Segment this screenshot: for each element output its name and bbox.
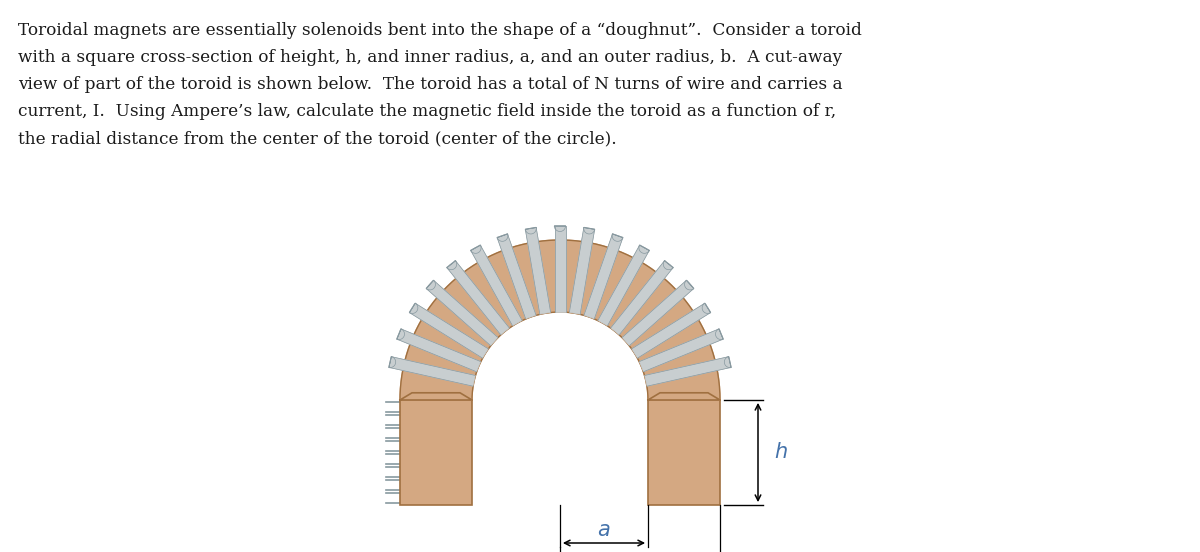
Polygon shape [664,261,673,270]
Polygon shape [446,261,457,270]
Text: the radial distance from the center of the toroid (center of the circle).: the radial distance from the center of t… [18,130,617,147]
Polygon shape [497,234,536,319]
Polygon shape [400,240,720,400]
Text: Toroidal magnets are essentially solenoids bent into the shape of a “doughnut”. : Toroidal magnets are essentially solenoi… [18,22,862,39]
Polygon shape [622,280,694,346]
Polygon shape [426,280,436,290]
Polygon shape [389,357,396,368]
Polygon shape [397,329,481,371]
Text: view of part of the toroid is shown below.  The toroid has a total of N turns of: view of part of the toroid is shown belo… [18,76,842,93]
Polygon shape [497,234,508,241]
Text: with a square cross-section of height, h, and inner radius, a, and an outer radi: with a square cross-section of height, h… [18,49,842,66]
Polygon shape [684,280,694,290]
Polygon shape [554,226,565,231]
Polygon shape [583,227,595,234]
Polygon shape [526,227,536,234]
Polygon shape [611,261,673,335]
Polygon shape [702,303,710,314]
Polygon shape [644,357,731,386]
Text: current, I.  Using Ampere’s law, calculate the magnetic field inside the toroid : current, I. Using Ampere’s law, calculat… [18,103,836,120]
Polygon shape [638,245,649,253]
Polygon shape [612,234,623,241]
Polygon shape [446,261,509,335]
Polygon shape [584,234,623,319]
Text: $h$: $h$ [774,443,788,463]
Polygon shape [569,227,595,314]
Text: $a$: $a$ [598,521,611,540]
Polygon shape [648,393,720,400]
Polygon shape [409,303,418,314]
Polygon shape [640,329,724,371]
Bar [400,400,472,505]
Polygon shape [400,393,472,400]
Polygon shape [389,357,475,386]
Polygon shape [526,227,551,314]
Polygon shape [470,245,522,326]
Polygon shape [725,357,731,368]
Bar [648,400,720,505]
Polygon shape [554,226,565,312]
Polygon shape [598,245,649,326]
Polygon shape [631,303,710,358]
Polygon shape [715,329,724,339]
Polygon shape [409,303,488,358]
Polygon shape [470,245,481,253]
Polygon shape [426,280,498,346]
Polygon shape [397,329,404,339]
